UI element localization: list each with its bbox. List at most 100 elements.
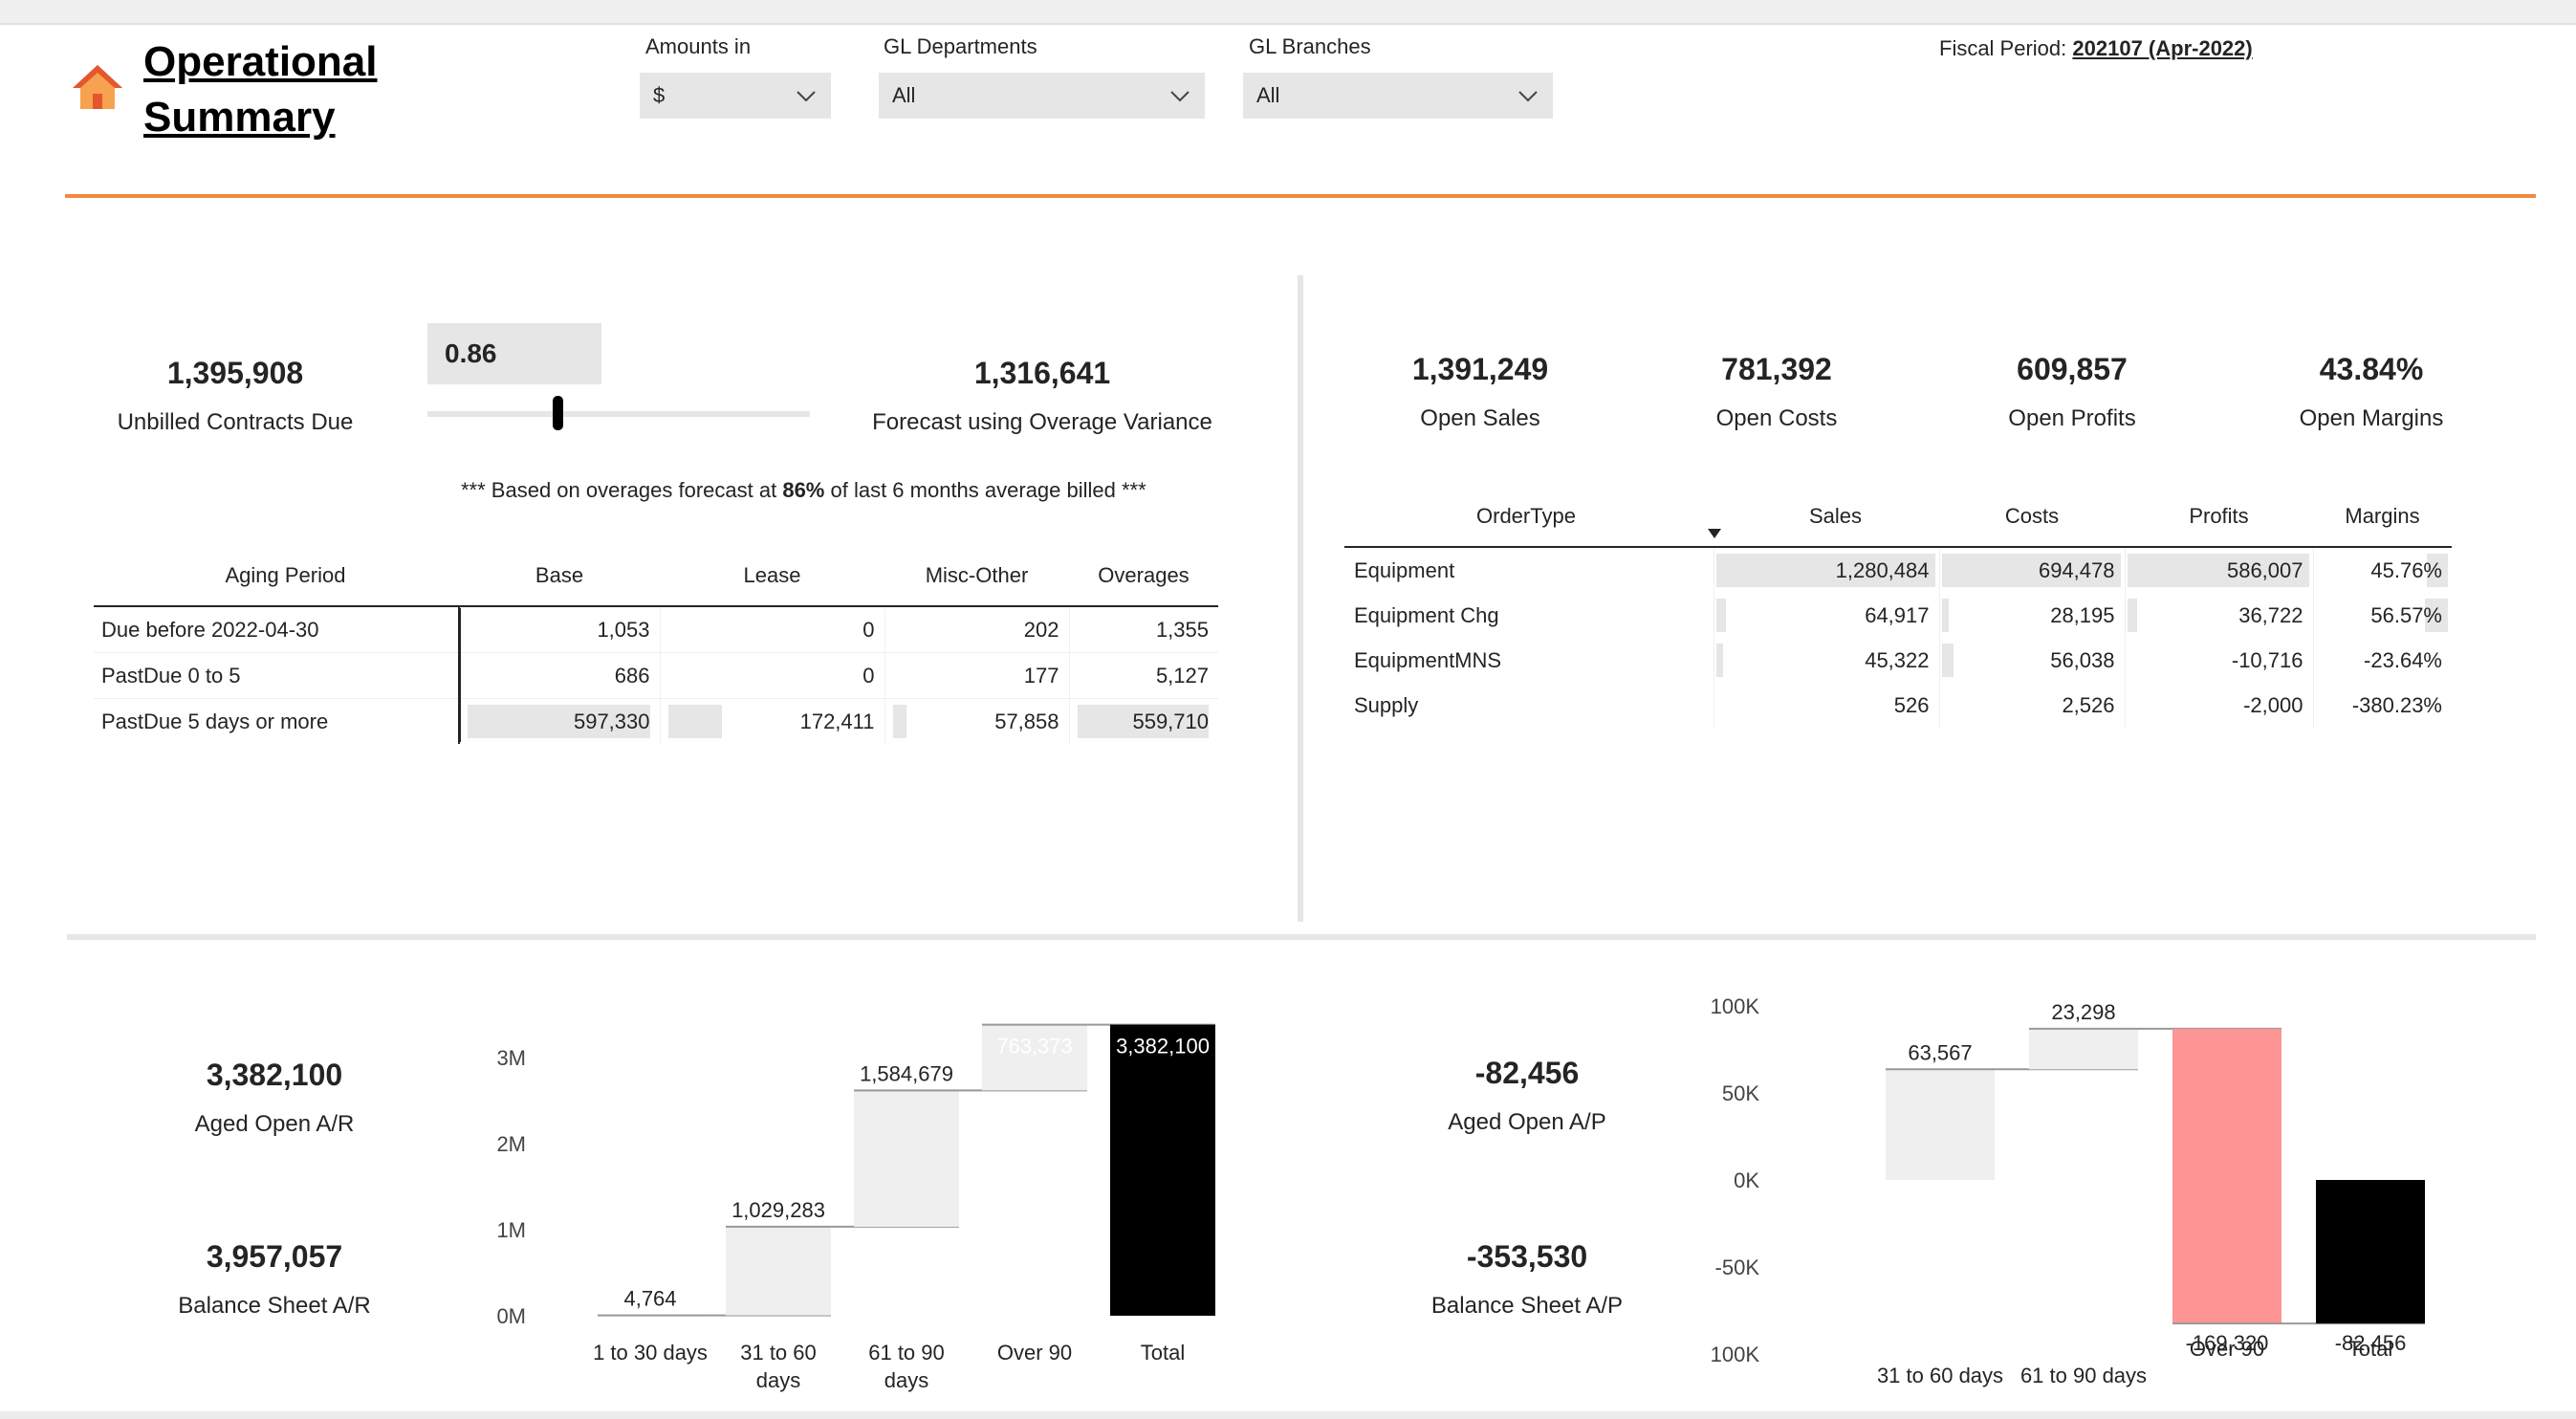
- table-row[interactable]: PastDue 0 to 5 686 0 177 5,127: [94, 652, 1218, 699]
- vertical-divider: [1298, 275, 1303, 922]
- col-header-profits[interactable]: Profits: [2189, 504, 2249, 528]
- sales-cell: 45,322: [1714, 638, 1940, 683]
- x-category-label: 31 to 60: [740, 1341, 817, 1364]
- chevron-down-icon: [797, 91, 816, 102]
- unbilled-contracts-value: 1,395,908: [166, 356, 304, 390]
- margins-cell: 56.57%: [2313, 593, 2452, 638]
- table-row[interactable]: Due before 2022-04-30 1,053 0 202 1,355: [94, 606, 1218, 653]
- table-row[interactable]: Supply 526 2,526 -2,000 -380.23%: [1344, 683, 2452, 728]
- col-header-misc-other[interactable]: Misc-Other: [925, 563, 1029, 587]
- forecast-value: 1,316,641: [973, 356, 1111, 390]
- amounts-slicer-label: Amounts in: [645, 34, 752, 58]
- costs-cell: 694,478: [1939, 547, 2126, 593]
- order-type-cell: Supply: [1344, 683, 1714, 728]
- aged-open-ap-value: -82,456: [1474, 1056, 1580, 1090]
- table-row[interactable]: Equipment Chg 64,917 28,195 36,722 56.57…: [1344, 593, 2452, 638]
- page-title: Operational Summary: [143, 38, 378, 141]
- branches-dropdown-value: All: [1256, 83, 1280, 107]
- data-label: 4,764: [623, 1287, 676, 1311]
- aging-period-cell: Due before 2022-04-30: [94, 606, 460, 653]
- misc-cell: 202: [884, 606, 1070, 653]
- balance-sheet-ap-value: -353,530: [1466, 1239, 1588, 1274]
- costs-cell: 28,195: [1939, 593, 2126, 638]
- open-margins-value: 43.84%: [2319, 352, 2424, 386]
- table-row[interactable]: EquipmentMNS 45,322 56,038 -10,716 -23.6…: [1344, 638, 2452, 683]
- margins-cell: -380.23%: [2351, 692, 2442, 717]
- lease-cell: 0: [660, 606, 885, 653]
- profits-cell: 586,007: [2125, 547, 2314, 593]
- balance-sheet-ar-label: Balance Sheet A/R: [178, 1293, 371, 1319]
- data-label: 1,029,283: [731, 1198, 825, 1222]
- row-header-divider: [459, 608, 461, 742]
- lease-cell: 172,411: [660, 698, 885, 744]
- col-header-overages[interactable]: Overages: [1098, 563, 1190, 587]
- margins-cell: -23.64%: [2364, 647, 2442, 672]
- profits-cell: 36,722: [2125, 593, 2314, 638]
- table-row[interactable]: PastDue 5 days or more 597,330 172,411 5…: [94, 698, 1218, 744]
- x-category-label: Total: [1141, 1341, 1185, 1364]
- waterfall-bar: [2316, 1180, 2425, 1324]
- x-category-label: Over 90: [2190, 1337, 2264, 1361]
- note-percentage: 86%: [782, 478, 825, 502]
- costs-cell: 2,526: [1939, 683, 2126, 728]
- overages-cell: 5,127: [1155, 663, 1209, 688]
- table-row[interactable]: Equipment 1,280,484 694,478 586,007 45.7…: [1344, 547, 2452, 593]
- col-header-costs[interactable]: Costs: [2004, 504, 2060, 528]
- base-cell: 1,053: [459, 606, 661, 653]
- horizontal-divider: [67, 934, 2536, 940]
- col-header-margins[interactable]: Margins: [2345, 504, 2420, 528]
- y-tick-label: 100K: [1712, 994, 1759, 1018]
- x-category-label: 31 to 60 days: [1877, 1364, 2003, 1387]
- header-divider: [65, 194, 2536, 198]
- aging-period-cell: PastDue 5 days or more: [94, 698, 460, 744]
- data-bar: [2127, 599, 2137, 632]
- data-label: 1,584,679: [860, 1061, 953, 1085]
- open-margins-label: Open Margins: [2299, 405, 2444, 431]
- fiscal-period-label: Fiscal Period:: [1939, 36, 2073, 60]
- x-category-label: 61 to 90: [868, 1341, 945, 1364]
- y-tick-label: -100K: [1712, 1343, 1759, 1366]
- col-header-aging-period[interactable]: Aging Period: [225, 563, 346, 587]
- overage-parameter-value: 0.86: [427, 323, 601, 384]
- x-category-label: days: [884, 1368, 928, 1392]
- x-category-label: days: [756, 1368, 800, 1392]
- note-suffix: of last 6 months average billed ***: [824, 478, 1146, 502]
- data-bar: [1715, 644, 1723, 677]
- y-tick-label: 3M: [496, 1046, 526, 1070]
- col-header-base[interactable]: Base: [535, 563, 584, 587]
- data-bar: [667, 705, 722, 738]
- amounts-dropdown[interactable]: $: [640, 73, 831, 119]
- home-icon[interactable]: [71, 63, 124, 111]
- x-category-label: Total: [2348, 1337, 2392, 1361]
- waterfall-bar: [2172, 1028, 2281, 1324]
- margins-cell: 45.76%: [2313, 547, 2452, 593]
- open-profits-label: Open Profits: [2008, 405, 2136, 431]
- data-label: 23,298: [2051, 1000, 2115, 1024]
- overage-slider-track[interactable]: [427, 411, 810, 417]
- aging-table: Aging Period Base Lease Misc-Other Overa…: [94, 546, 1218, 744]
- col-header-sales[interactable]: Sales: [1808, 504, 1863, 528]
- ar-waterfall-chart: 0M 1M 2M 3M 4,764 1 to 30 days 1,029,283 31 to …: [496, 1023, 1215, 1392]
- ap-waterfall-chart: 100K 50K 0K -50K -100K 63,567 31 to 60 days 23,…: [1712, 994, 2425, 1387]
- open-costs-label: Open Costs: [1715, 405, 1838, 431]
- col-header-order-type[interactable]: OrderType: [1344, 487, 1721, 547]
- fiscal-period-value[interactable]: 202107 (Apr-2022): [2072, 36, 2253, 60]
- data-label: -82,456: [2335, 1331, 2407, 1355]
- fiscal-period: Fiscal Period: 202107 (Apr-2022): [1939, 36, 2253, 61]
- chevron-down-icon: [1518, 91, 1538, 102]
- departments-dropdown[interactable]: All: [879, 73, 1205, 119]
- x-category-label: 1 to 30 days: [593, 1341, 708, 1364]
- sort-descending-icon[interactable]: [1708, 529, 1721, 538]
- profits-cell: -2,000: [2125, 683, 2314, 728]
- aged-open-ar-value: 3,382,100: [206, 1058, 343, 1092]
- sales-cell: 526: [1714, 683, 1940, 728]
- order-type-cell: EquipmentMNS: [1344, 638, 1714, 683]
- open-sales-value: 1,391,249: [1411, 352, 1549, 386]
- y-tick-label: 0M: [496, 1304, 526, 1328]
- balance-sheet-ar-value: 3,957,057: [206, 1239, 343, 1274]
- departments-slicer-label: GL Departments: [884, 34, 1037, 58]
- col-header-lease[interactable]: Lease: [743, 563, 801, 587]
- overage-slider-thumb[interactable]: [553, 396, 563, 430]
- chevron-down-icon: [1170, 91, 1190, 102]
- branches-dropdown[interactable]: All: [1243, 73, 1553, 119]
